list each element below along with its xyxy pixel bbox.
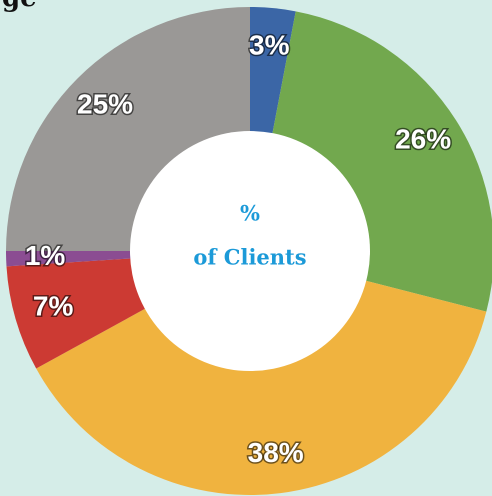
data-label: 26% [395,124,451,155]
data-label: 38% [248,437,304,468]
center-label: of Clients [193,245,306,270]
data-label: 7% [33,291,74,322]
data-label: 3% [249,29,290,60]
data-label: 25% [77,88,133,119]
donut-hole [130,131,370,371]
center-label: % [240,201,260,226]
chart-title: ge [2,0,37,13]
data-label: 1% [25,240,66,271]
